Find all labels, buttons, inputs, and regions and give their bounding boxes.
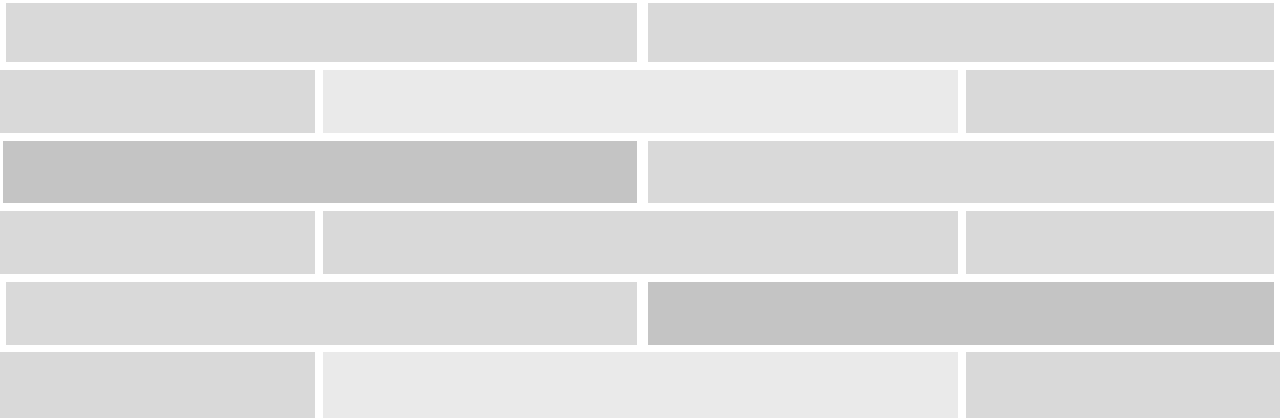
skeleton-block-row6-col2: [323, 352, 958, 418]
skeleton-block-row3-col2: [648, 141, 1274, 203]
skeleton-block-row2-col3: [966, 70, 1274, 133]
skeleton-block-row1-col1: [6, 3, 637, 62]
skeleton-block-row2-col2: [323, 70, 958, 133]
skeleton-block-row4-col1: [0, 211, 315, 274]
skeleton-block-row5-col1: [6, 282, 637, 345]
skeleton-block-row4-col3: [966, 211, 1274, 274]
skeleton-block-row6-col3: [966, 352, 1280, 418]
skeleton-block-row4-col2: [323, 211, 958, 274]
skeleton-block-row2-col1: [0, 70, 315, 133]
skeleton-block-row1-col2: [648, 3, 1274, 62]
skeleton-block-row5-col2: [648, 282, 1274, 345]
skeleton-block-row6-col1: [0, 352, 315, 418]
skeleton-block-row3-col1: [3, 141, 637, 203]
